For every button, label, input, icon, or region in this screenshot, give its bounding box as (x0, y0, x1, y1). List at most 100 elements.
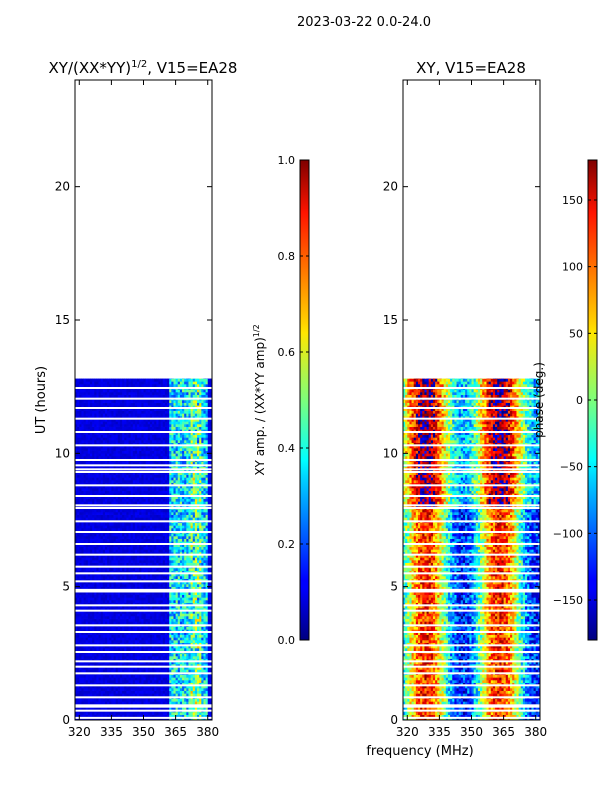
heatmap-cell (156, 674, 159, 678)
heatmap-cell (119, 640, 123, 643)
heatmap-cell (177, 610, 181, 614)
heatmap-cell (115, 544, 119, 547)
heatmap-cell (137, 576, 140, 579)
heatmap-cell (83, 616, 87, 619)
heatmap-cell (107, 642, 110, 646)
heatmap-cell (109, 576, 112, 579)
heatmap-cell (137, 581, 140, 585)
heatmap-cell (132, 570, 136, 574)
heatmap-cell (128, 560, 132, 563)
heatmap-cell (77, 690, 80, 694)
heatmap-cell (199, 573, 202, 577)
heatmap-cell (128, 608, 132, 611)
heatmap-cell (128, 680, 132, 683)
heatmap-cell (164, 568, 168, 571)
heatmap-cell (122, 701, 125, 705)
heatmap-cell (109, 698, 112, 702)
heatmap-cell (132, 674, 136, 678)
heatmap-cell (169, 592, 172, 595)
heatmap-cell (107, 600, 110, 603)
heatmap-cell (119, 592, 123, 595)
heatmap-cell (143, 525, 147, 529)
heatmap-cell (128, 522, 132, 526)
heatmap-cell (117, 549, 121, 553)
heatmap-cell (207, 661, 211, 665)
heatmap-cell (126, 573, 129, 577)
heatmap-cell (104, 552, 108, 555)
heatmap-cell (122, 584, 125, 587)
heatmap-cell (186, 581, 189, 585)
heatmap-cell (119, 522, 123, 526)
heatmap-cell (79, 584, 82, 587)
heatmap-cell (96, 701, 99, 705)
heatmap-cell (171, 661, 174, 665)
heatmap-cell (160, 682, 164, 686)
heatmap-cell (141, 522, 144, 526)
heatmap-cell (169, 688, 172, 691)
heatmap-cell (98, 621, 102, 625)
heatmap-cell (186, 712, 189, 715)
heatmap-cell (77, 536, 80, 539)
heatmap-cell (113, 602, 117, 606)
heatmap-cell (137, 626, 140, 630)
heatmap-cell (134, 549, 138, 553)
heatmap-cell (197, 629, 200, 633)
heatmap-cell (75, 674, 78, 678)
heatmap-cell (199, 581, 202, 585)
heatmap-cell (117, 669, 121, 673)
heatmap-cell (94, 701, 97, 705)
heatmap-cell (100, 714, 104, 718)
heatmap-cell (85, 570, 89, 574)
heatmap-cell (126, 616, 129, 619)
heatmap-cell (139, 677, 142, 681)
heatmap-cell (162, 549, 166, 553)
heatmap-cell (113, 576, 117, 579)
heatmap-cell (128, 637, 132, 641)
heatmap-cell (92, 677, 95, 681)
heatmap-cell (137, 618, 140, 622)
heatmap-cell (113, 605, 117, 609)
heatmap-cell (139, 682, 142, 686)
heatmap-cell (122, 682, 125, 686)
heatmap-cell (205, 600, 209, 603)
heatmap-cell (175, 570, 179, 574)
heatmap-cell (115, 642, 119, 646)
heatmap-cell (158, 562, 162, 566)
heatmap-cell (177, 552, 181, 555)
heatmap-cell (109, 632, 112, 635)
heatmap-cell (87, 544, 91, 547)
heatmap-cell (207, 568, 211, 571)
heatmap-cell (169, 522, 172, 526)
heatmap-cell (113, 642, 117, 646)
heatmap-cell (173, 560, 177, 563)
heatmap-cell (156, 525, 159, 529)
heatmap-cell (98, 573, 102, 577)
heatmap-cell (124, 552, 127, 555)
heatmap-cell (171, 706, 174, 710)
heatmap-cell (122, 581, 125, 585)
heatmap-cell (169, 674, 172, 678)
heatmap-cell (158, 677, 162, 681)
heatmap-cell (190, 517, 194, 521)
heatmap-cell (81, 594, 84, 598)
heatmap-cell (173, 570, 177, 574)
heatmap-cell (75, 648, 78, 651)
heatmap-cell (134, 562, 138, 566)
heatmap-cell (126, 514, 129, 518)
heatmap-cell (134, 640, 138, 643)
heatmap-cell (79, 685, 82, 689)
heatmap-cell (162, 653, 166, 657)
heatmap-cell (199, 690, 202, 694)
heatmap-cell (124, 592, 127, 595)
heatmap-cell (192, 594, 196, 598)
heatmap-cell (177, 640, 181, 643)
heatmap-cell (137, 674, 140, 678)
heatmap-cell (75, 568, 78, 571)
heatmap-cell (137, 706, 140, 710)
heatmap-cell (107, 602, 110, 606)
heatmap-cell (171, 602, 174, 606)
heatmap-cell (186, 693, 189, 697)
heatmap-cell (160, 666, 164, 670)
heatmap-cell (100, 586, 104, 590)
heatmap-cell (143, 634, 147, 638)
